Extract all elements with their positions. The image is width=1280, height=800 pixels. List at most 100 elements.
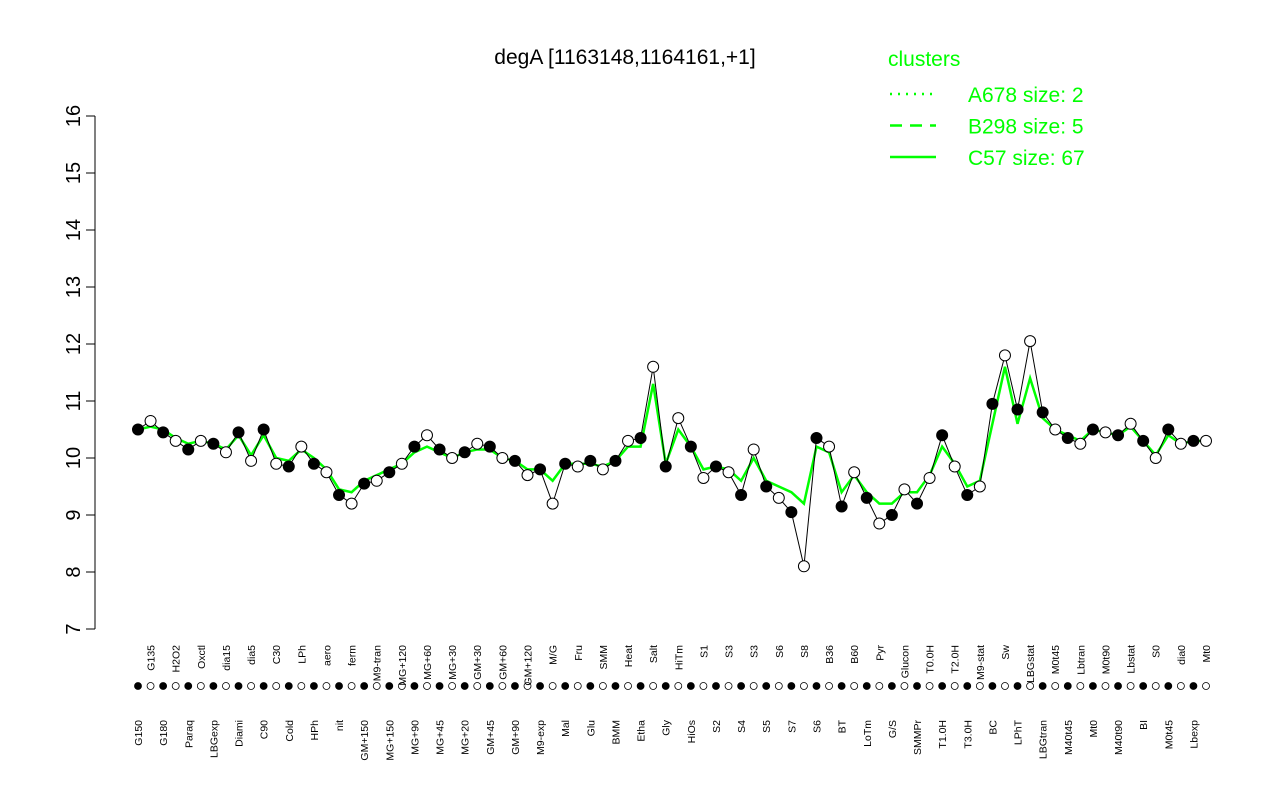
- x-tick-label: T3.0H: [962, 720, 974, 749]
- rug: [397, 682, 406, 690]
- x-tick-label: Mt0: [1201, 645, 1213, 663]
- point: [458, 446, 471, 459]
- point: [986, 397, 999, 410]
- rug: [611, 682, 620, 690]
- y-tick-label: 7: [63, 623, 85, 634]
- rug: [209, 682, 218, 690]
- rug: [686, 682, 695, 690]
- legend-label: B298 size: 5: [968, 116, 1084, 139]
- x-tick-label: nit: [334, 720, 346, 731]
- x-tick-label: MG+45: [435, 720, 447, 755]
- rug: [1101, 682, 1110, 690]
- rug: [598, 682, 607, 690]
- point: [898, 483, 911, 496]
- rug: [737, 682, 746, 690]
- rug: [950, 682, 959, 690]
- point: [923, 471, 936, 484]
- x-tick-label: Salt: [648, 645, 660, 663]
- rug: [938, 682, 947, 690]
- point: [1049, 423, 1062, 436]
- x-tick-label: T1.0H: [937, 720, 949, 749]
- y-tick-label: 14: [63, 219, 85, 241]
- rug: [196, 682, 205, 690]
- point: [1074, 437, 1087, 450]
- x-tick-label: M9-tran: [372, 645, 384, 681]
- point: [684, 440, 697, 453]
- x-tick-label: S6: [774, 645, 786, 658]
- point: [157, 426, 170, 439]
- point: [169, 434, 182, 447]
- x-tick-label: S3: [749, 645, 761, 658]
- rug: [134, 682, 142, 690]
- x-tick-label: M0t45: [1163, 720, 1175, 749]
- point: [408, 440, 421, 453]
- x-tick-label: Lbtran: [1075, 645, 1087, 675]
- x-tick-label: LBGstat: [1025, 645, 1037, 683]
- point: [270, 457, 283, 470]
- point: [948, 460, 961, 473]
- rug: [749, 682, 758, 690]
- x-tick-label: M9-stat: [975, 645, 987, 680]
- rug: [498, 682, 507, 690]
- point: [860, 491, 873, 504]
- point: [936, 429, 949, 442]
- point: [722, 466, 735, 479]
- point: [823, 440, 836, 453]
- x-tick-label: C30: [271, 645, 283, 664]
- rug: [523, 682, 532, 690]
- point: [709, 460, 722, 473]
- x-tick-label: G/S: [887, 720, 899, 738]
- x-tick-label: Fru: [573, 645, 585, 661]
- rug: [1189, 682, 1198, 690]
- x-tick-label: MG+60: [422, 645, 434, 680]
- x-tick-label: S1: [698, 645, 710, 658]
- rug: [862, 682, 871, 690]
- x-tick-label: SMMPr: [912, 720, 924, 756]
- x-tick-label: GM+60: [497, 645, 509, 680]
- point: [358, 477, 371, 490]
- x-tick-label: GM+45: [485, 720, 497, 755]
- x-tick-label: aero: [321, 645, 333, 666]
- point: [508, 454, 521, 467]
- rug: [435, 682, 444, 690]
- point: [659, 460, 672, 473]
- rug: [423, 682, 431, 690]
- rug: [913, 682, 921, 690]
- x-tick-label: GM+90: [510, 720, 522, 755]
- x-tick-label: B36: [824, 645, 836, 664]
- rug: [536, 682, 544, 690]
- x-tick-label: S8: [799, 645, 811, 658]
- rug: [485, 682, 494, 690]
- x-tick-label: M/G: [548, 645, 560, 665]
- legend-label: C57 size: 67: [968, 147, 1085, 170]
- y-tick-label: 16: [63, 105, 85, 127]
- point: [596, 463, 609, 476]
- legend-title: clusters: [888, 48, 960, 71]
- point: [911, 497, 924, 510]
- rug: [774, 682, 783, 690]
- x-tick-label: LPh: [296, 645, 308, 664]
- rug: [473, 682, 482, 690]
- rug: [1126, 682, 1135, 690]
- point: [1174, 437, 1187, 450]
- point: [483, 440, 496, 453]
- x-tick-label: dia15: [221, 645, 233, 671]
- y-tick-label: 11: [63, 391, 85, 412]
- point: [873, 517, 886, 530]
- rug: [184, 682, 193, 690]
- x-tick-label: M40t45: [1063, 720, 1075, 755]
- point: [307, 457, 320, 470]
- rug: [1076, 682, 1085, 690]
- x-tick-label: G180: [158, 720, 170, 746]
- rug: [1202, 682, 1210, 690]
- point: [848, 466, 861, 479]
- point: [207, 437, 220, 450]
- point: [747, 443, 760, 456]
- rug: [146, 682, 155, 690]
- chart-title: degA [1163148,1164161,+1]: [494, 46, 755, 69]
- x-tick-label: ferm: [347, 645, 359, 666]
- x-tick-label: M40t90: [1113, 720, 1125, 755]
- rug: [712, 682, 720, 690]
- rug: [259, 682, 268, 690]
- point: [1149, 452, 1162, 464]
